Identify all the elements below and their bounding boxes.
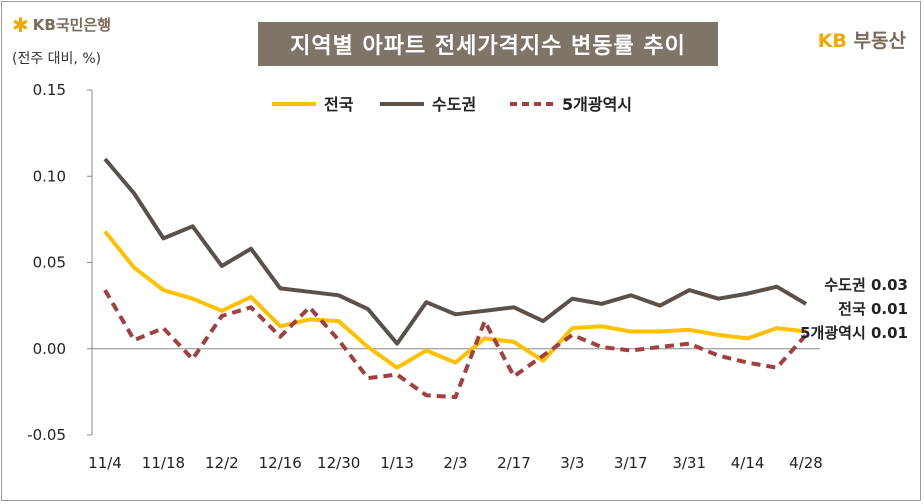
- y-tick-label: -0.05: [27, 426, 66, 444]
- end-value-annotation: 5개광역시 0.01: [800, 324, 908, 342]
- chart-title-text: 지역별 아파트 전세가격지수 변동률 추이: [290, 34, 686, 59]
- legend-label: 5개광역시: [562, 95, 632, 114]
- kb-realestate-logo: KB 부동산: [818, 26, 906, 53]
- x-tick-label: 12/30: [317, 454, 360, 472]
- x-tick-label: 4/14: [731, 454, 765, 472]
- series-line-수도권: [103, 157, 808, 346]
- x-tick-label: 11/18: [142, 454, 185, 472]
- x-tick-label: 11/4: [88, 454, 122, 472]
- x-tick-label: 2/3: [443, 454, 467, 472]
- y-tick-label: 0.15: [33, 81, 66, 99]
- kb-realestate-logo-kb: KB: [817, 30, 847, 52]
- legend-label: 수도권: [432, 95, 476, 114]
- x-tick-label: 3/17: [614, 454, 648, 472]
- y-tick-label: 0.05: [33, 254, 66, 272]
- x-tick-label: 12/2: [205, 454, 239, 472]
- y-axis-unit-label: (전주 대비, %): [12, 51, 102, 67]
- x-tick-label: 3/3: [560, 454, 584, 472]
- series-line-전국: [103, 230, 807, 370]
- x-tick-label: 12/16: [259, 454, 302, 472]
- x-tick-label: 1/13: [380, 454, 414, 472]
- end-value-annotation: 수도권 0.03: [824, 276, 908, 294]
- kb-realestate-logo-text: 부동산: [853, 30, 906, 52]
- x-tick-label: 4/28: [789, 454, 823, 472]
- x-tick-label: 3/31: [672, 454, 706, 472]
- chart-title: 지역별 아파트 전세가격지수 변동률 추이: [258, 22, 718, 66]
- end-value-annotation: 전국 0.01: [838, 300, 908, 318]
- x-tick-label: 2/17: [497, 454, 531, 472]
- series-line-5개광역시: [103, 289, 808, 400]
- kb-bank-logo: ✱ KB국민은행: [12, 14, 111, 35]
- kb-bank-logo-text: KB국민은행: [32, 16, 112, 34]
- legend-label: 전국: [324, 95, 354, 114]
- y-tick-label: 0.10: [33, 167, 66, 185]
- y-tick-label: 0.00: [33, 340, 66, 358]
- kb-star-icon: ✱: [12, 12, 29, 37]
